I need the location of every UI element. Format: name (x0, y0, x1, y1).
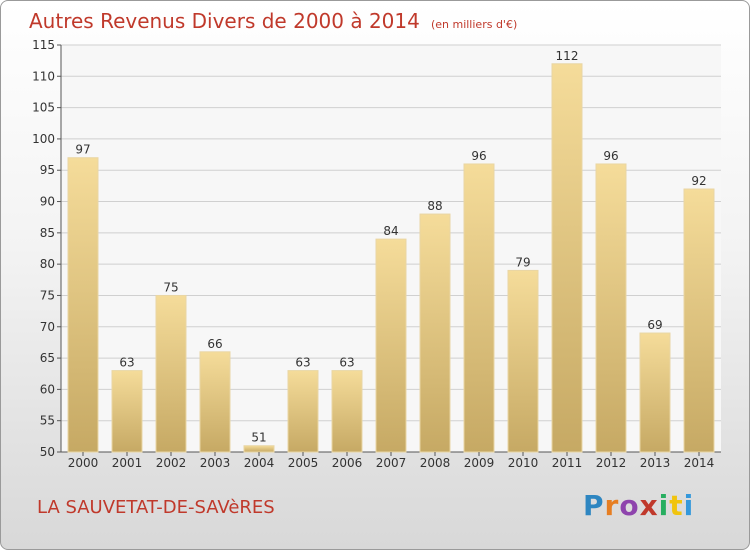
bar (683, 188, 715, 453)
data-label: 92 (691, 174, 706, 188)
proxiti-logo: Proxiti (583, 489, 694, 522)
x-tick-label: 2005 (288, 456, 319, 470)
bar (551, 63, 583, 453)
x-tick-label: 2002 (156, 456, 187, 470)
logo-letter: i (658, 489, 670, 522)
x-tick-label: 2001 (112, 456, 143, 470)
bar (639, 332, 671, 453)
y-tick-label: 85 (40, 226, 55, 240)
bar (155, 294, 187, 453)
data-label: 84 (383, 224, 398, 238)
data-label: 66 (207, 337, 222, 351)
bar (67, 157, 99, 453)
data-label: 112 (556, 49, 579, 63)
chart-title: Autres Revenus Divers de 2000 à 2014 (29, 9, 420, 33)
data-label: 97 (75, 143, 90, 157)
y-tick-label: 60 (40, 382, 55, 396)
bar (243, 445, 275, 453)
y-tick-label: 65 (40, 351, 55, 365)
data-label: 88 (427, 199, 442, 213)
data-label: 96 (603, 149, 618, 163)
data-label: 75 (163, 280, 178, 294)
y-tick-label: 95 (40, 163, 55, 177)
bar (111, 370, 143, 453)
data-label: 63 (119, 356, 134, 370)
data-label: 51 (251, 431, 266, 445)
bar (419, 213, 451, 453)
y-tick-label: 80 (40, 257, 55, 271)
data-label: 69 (647, 318, 662, 332)
data-label: 63 (295, 356, 310, 370)
y-tick-label: 115 (32, 38, 55, 52)
logo-letter: x (639, 489, 659, 522)
x-tick-label: 2004 (244, 456, 275, 470)
x-tick-label: 2007 (376, 456, 407, 470)
x-tick-label: 2000 (68, 456, 99, 470)
x-tick-label: 2012 (596, 456, 627, 470)
chart-subtitle: (en milliers d'€) (430, 18, 518, 31)
logo-letter: i (683, 489, 695, 522)
x-tick-label: 2011 (552, 456, 583, 470)
x-tick-label: 2008 (420, 456, 451, 470)
x-tick-label: 2003 (200, 456, 231, 470)
data-label: 79 (515, 255, 530, 269)
data-label: 63 (339, 356, 354, 370)
x-tick-label: 2010 (508, 456, 539, 470)
logo-letter: o (619, 489, 640, 522)
y-tick-label: 55 (40, 414, 55, 428)
y-tick-label: 75 (40, 288, 55, 302)
y-tick-label: 90 (40, 195, 55, 209)
y-tick-label: 110 (32, 69, 55, 83)
logo-letter: r (604, 489, 620, 522)
x-tick-label: 2006 (332, 456, 363, 470)
bar (595, 163, 627, 453)
bar (287, 370, 319, 453)
x-tick-label: 2009 (464, 456, 495, 470)
x-tick-label: 2014 (684, 456, 715, 470)
y-tick-label: 105 (32, 101, 55, 115)
bar (463, 163, 495, 453)
chart-title-block: Autres Revenus Divers de 2000 à 2014 (en… (29, 9, 517, 33)
bar (331, 370, 363, 453)
bar (375, 238, 407, 453)
data-label: 96 (471, 149, 486, 163)
x-tick-label: 2013 (640, 456, 671, 470)
logo-letter: P (583, 489, 605, 522)
y-tick-label: 100 (32, 132, 55, 146)
commune-name: LA SAUVETAT-DE-SAVèRES (37, 497, 275, 518)
y-tick-label: 70 (40, 320, 55, 334)
logo-letter: t (669, 489, 684, 522)
bar (507, 269, 539, 453)
y-tick-label: 50 (40, 445, 55, 459)
bar (199, 351, 231, 453)
